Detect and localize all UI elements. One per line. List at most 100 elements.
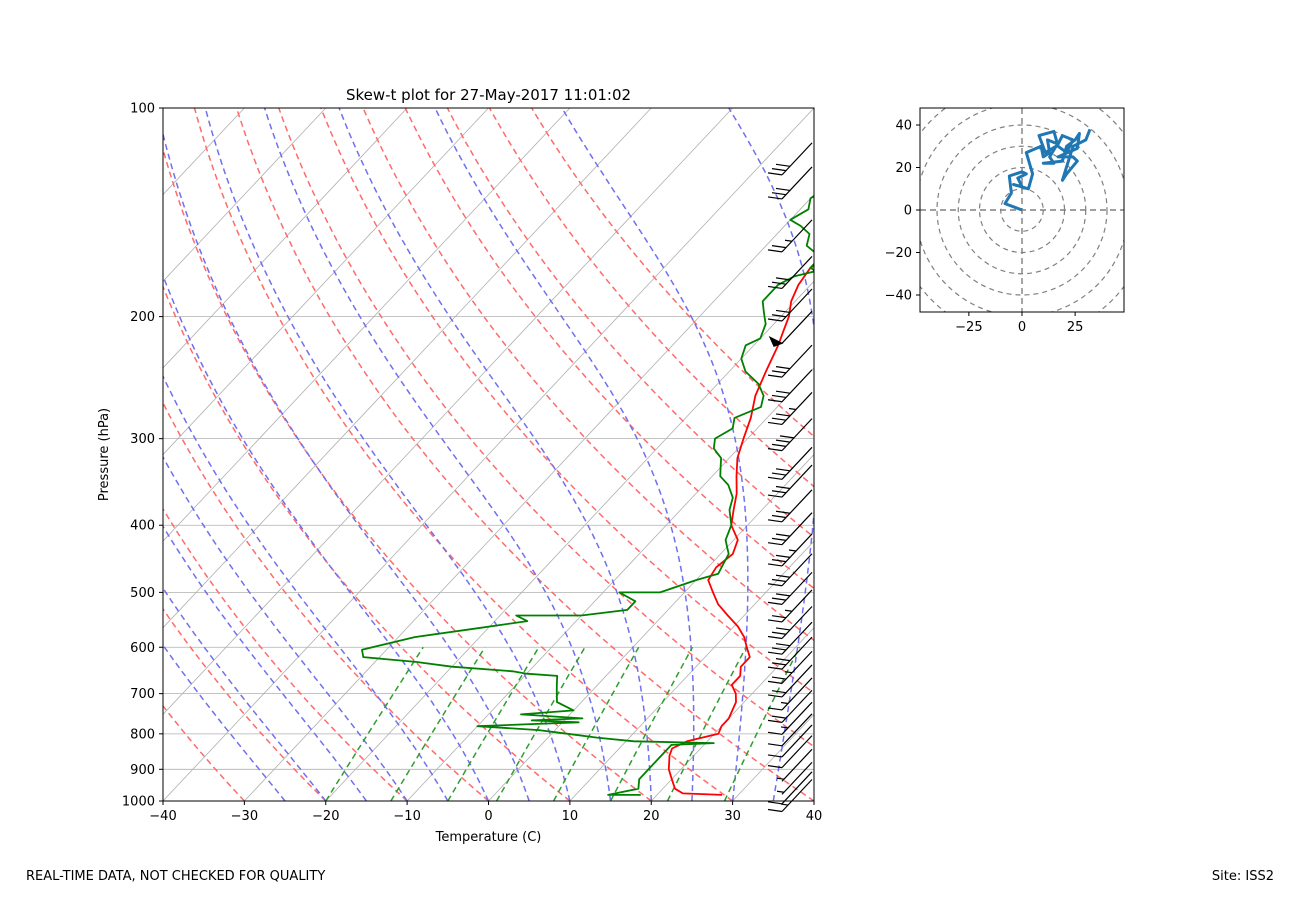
isotherm-line	[569, 540, 814, 801]
wind-barb-staff	[781, 512, 813, 546]
wind-barb	[767, 418, 813, 452]
x-tick-label: 30	[724, 809, 741, 824]
wind-barb-full	[775, 510, 791, 514]
wind-barb-staff	[781, 310, 813, 344]
hodograph-trace	[1003, 128, 1092, 212]
wind-barb-full	[767, 476, 783, 480]
isotherm-line	[813, 800, 814, 801]
wind-barb	[767, 512, 813, 546]
wind-barb	[767, 677, 813, 711]
wind-barb-full	[767, 374, 783, 378]
wind-barb-staff	[781, 166, 813, 200]
wind-barb	[767, 689, 813, 723]
wind-barb-staff	[781, 701, 813, 735]
wind-barb	[767, 779, 813, 813]
wind-barb-staff	[781, 142, 813, 176]
wind-barb-full	[767, 765, 783, 769]
wind-barb-staff	[781, 677, 813, 711]
moist-adiabat	[728, 108, 814, 801]
y-tick-label: 1000	[122, 795, 155, 810]
wind-barb	[767, 621, 813, 655]
wind-barb-full	[767, 666, 783, 670]
y-tick-label: 400	[130, 519, 155, 534]
wind-barb-staff	[781, 606, 813, 639]
wind-barb-full	[771, 514, 787, 519]
wind-barb	[767, 701, 813, 735]
mixing-ratio-line	[723, 646, 801, 801]
hodograph-y-tick-label: −40	[885, 289, 912, 304]
wind-barb-half	[776, 790, 785, 793]
wind-barb-full	[775, 554, 791, 558]
wind-barb-staff	[781, 689, 813, 723]
wind-barb-staff	[781, 553, 813, 587]
wind-barb-staff	[781, 589, 813, 623]
wind-barb	[767, 288, 813, 322]
wind-barb-full	[775, 390, 791, 394]
wind-barb-full	[767, 808, 783, 813]
wind-barb-staff	[781, 369, 813, 403]
wind-barb-full	[771, 394, 787, 399]
mixing-ratio-line	[666, 646, 747, 801]
wind-barb	[767, 142, 813, 176]
hodograph-ring	[936, 124, 1108, 296]
quality-note: REAL-TIME DATA, NOT CHECKED FOR QUALITY	[26, 869, 326, 884]
wind-barb	[767, 571, 813, 605]
isotherm-line	[488, 453, 814, 801]
wind-barb-full	[775, 468, 791, 472]
wind-barb-full	[771, 281, 787, 285]
moist-adiabat	[163, 273, 490, 801]
wind-barb-full	[771, 245, 787, 249]
wind-barb-half	[784, 671, 793, 674]
wind-barb-full	[771, 647, 787, 651]
wind-barb	[767, 533, 813, 567]
skewt-plot-area	[163, 108, 814, 801]
wind-barb-full	[767, 707, 783, 711]
wind-barb	[767, 664, 813, 698]
wind-barb-full	[767, 318, 783, 322]
hodograph-x-tick-label: 0	[1018, 320, 1026, 335]
mixing-ratio-line	[495, 646, 586, 801]
wind-barb-full	[771, 559, 787, 563]
moist-adiabat	[561, 108, 749, 801]
y-tick-label: 300	[130, 432, 155, 447]
isotherm-line	[244, 194, 814, 801]
wind-barb-staff	[781, 621, 813, 655]
y-tick-label: 500	[130, 586, 155, 601]
wind-barb-full	[775, 593, 791, 597]
wind-barb-half	[788, 407, 797, 411]
wind-barb-half	[780, 803, 789, 806]
isotherm-line	[163, 108, 652, 629]
wind-barb-full	[767, 754, 783, 758]
y-tick-label: 800	[130, 727, 155, 742]
wind-barb	[767, 589, 813, 623]
wind-barb	[767, 650, 813, 684]
x-tick-label: −40	[149, 809, 176, 824]
wind-barb	[767, 735, 813, 769]
wind-barb-full	[771, 715, 787, 719]
wind-barb-full	[771, 662, 787, 666]
wind-barb-full	[771, 192, 787, 196]
wind-barb-full	[775, 627, 791, 631]
wind-barb-staff	[781, 344, 813, 378]
isotherm-line	[163, 108, 733, 715]
dry-adiabat	[320, 108, 814, 694]
wind-barb-staff	[781, 771, 813, 805]
wind-barb-full	[767, 719, 783, 723]
mixing-ratio-line	[447, 646, 540, 801]
wind-barb-staff	[781, 418, 813, 452]
dry-adiabat	[235, 108, 814, 801]
wind-barb-staff	[781, 735, 813, 769]
hodograph-x-tick-label: −25	[955, 320, 982, 335]
wind-barb-full	[775, 533, 791, 537]
wind-barb-full	[771, 168, 787, 172]
wind-barb-full	[771, 472, 787, 476]
wind-barb-staff	[781, 748, 813, 782]
wind-barb	[767, 392, 813, 426]
hodograph-y-tick-label: 0	[904, 204, 912, 219]
wind-barb-staff	[781, 489, 813, 523]
isotherm-line	[163, 108, 408, 369]
mixing-ratio-line	[325, 646, 424, 801]
wind-barb-full	[771, 490, 787, 494]
wind-barb-full	[771, 578, 787, 583]
